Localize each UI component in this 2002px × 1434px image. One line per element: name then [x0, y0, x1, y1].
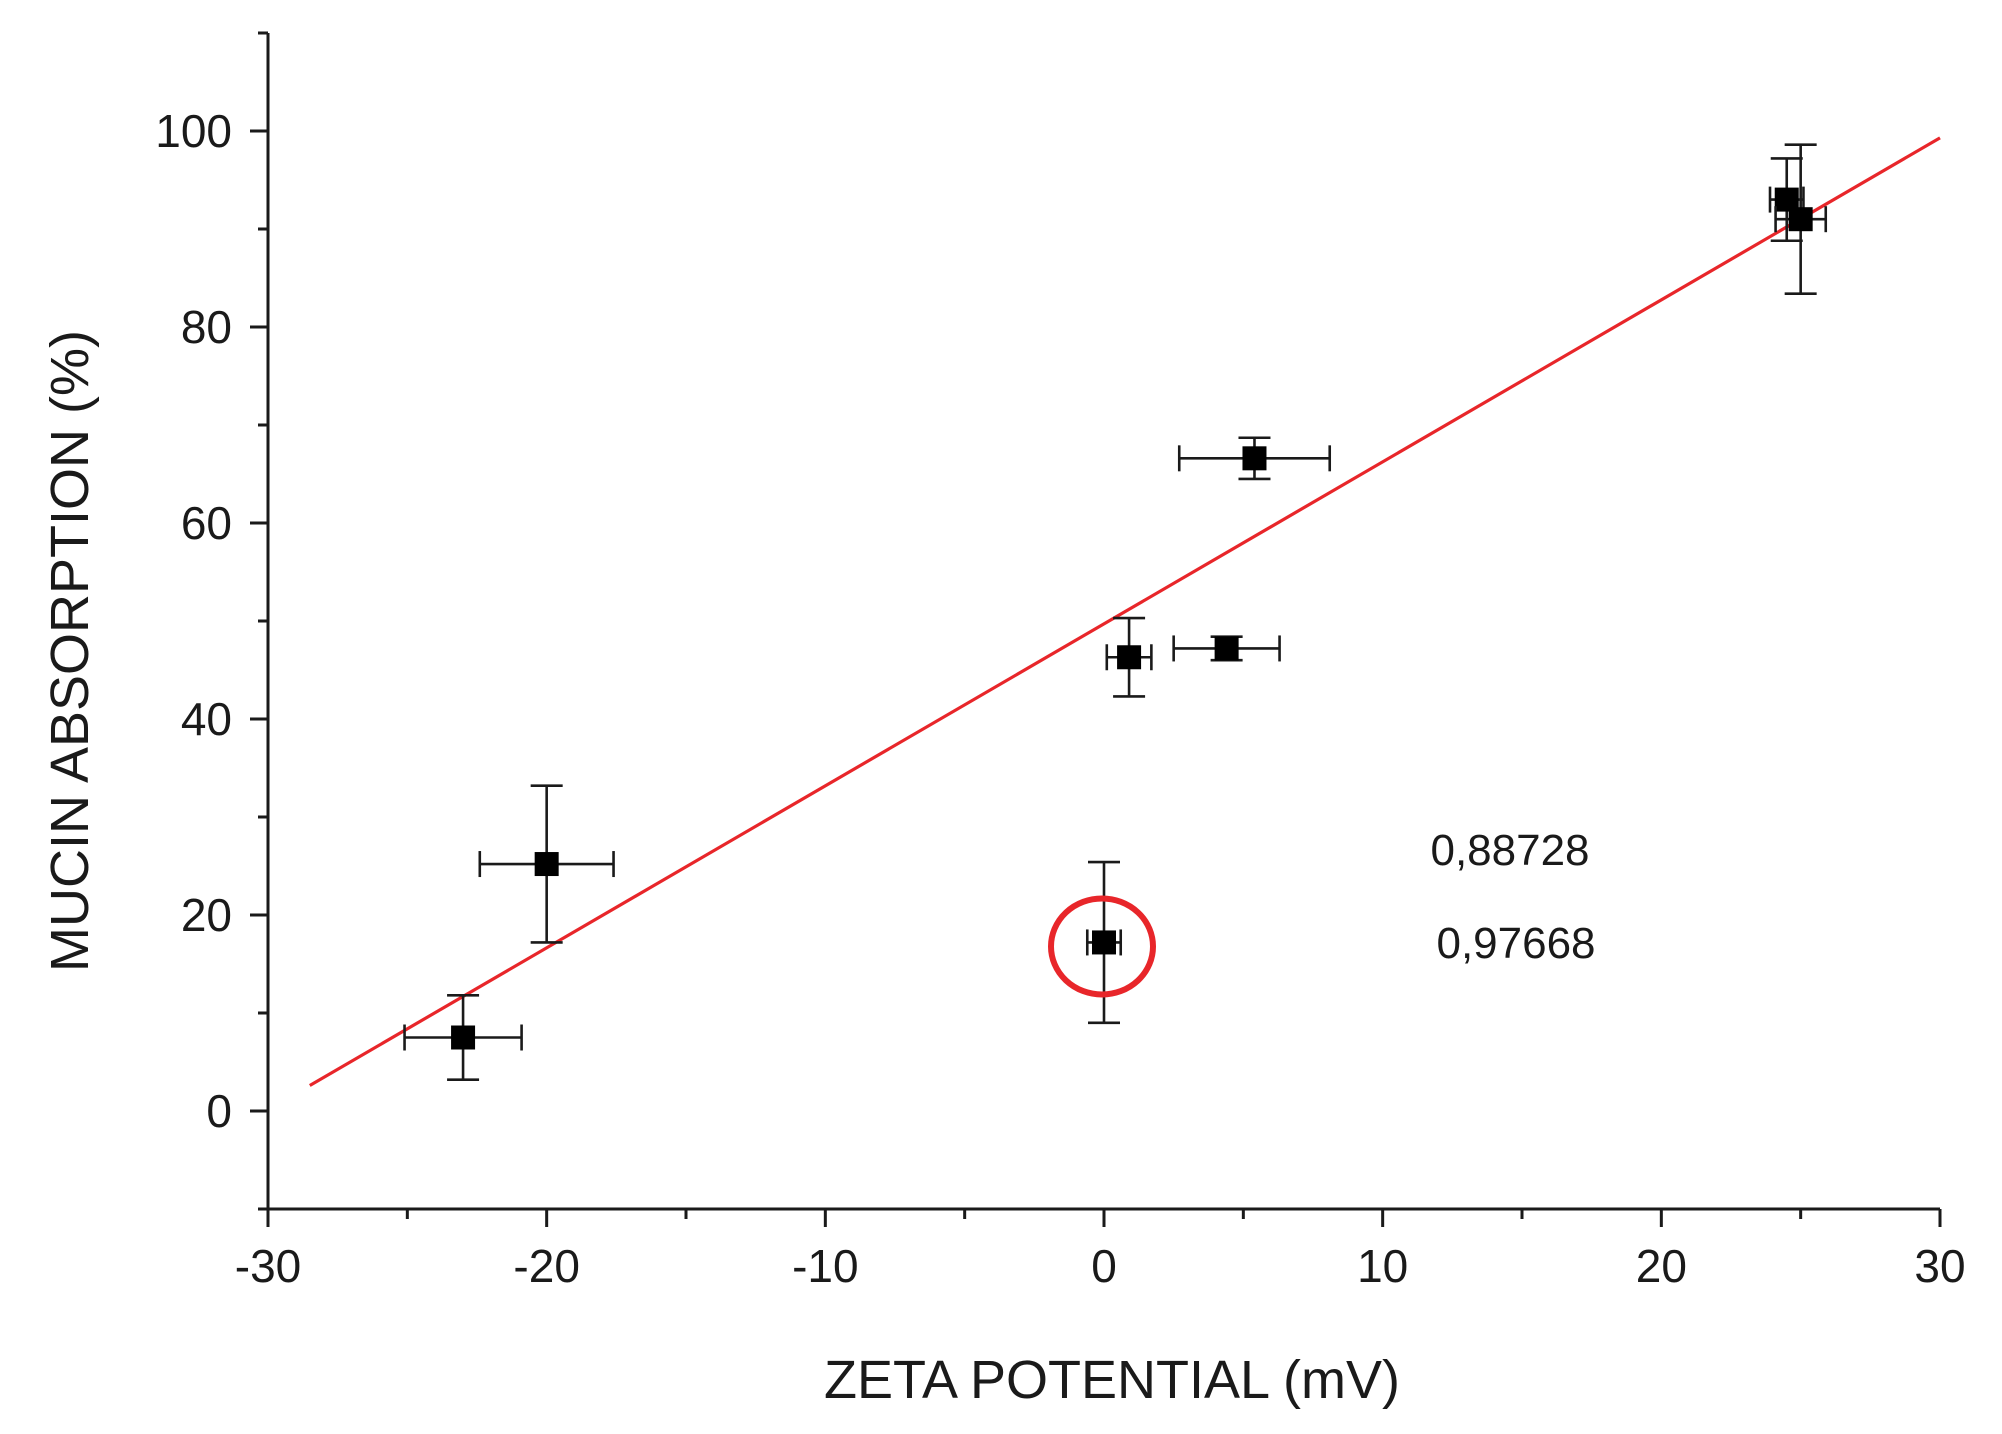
data-point-6 — [1242, 446, 1267, 471]
x-tick-label-20: 20 — [1636, 1240, 1687, 1292]
data-point-3 — [1092, 930, 1116, 955]
linear-fit-line — [308, 136, 1941, 1087]
data-point-5 — [1214, 636, 1239, 661]
x-tick-label-0: 0 — [1091, 1240, 1117, 1292]
highlight-circle — [1048, 895, 1156, 998]
data-point-1 — [451, 1025, 476, 1050]
y-tick-label-40: 40 — [181, 693, 232, 745]
annotation-r2-value: 0,97668 — [1436, 919, 1595, 968]
x-tick-label-neg20: -20 — [513, 1240, 579, 1292]
data-point-4 — [1117, 645, 1142, 670]
x-axis-title: ZETA POTENTIAL (mV) — [824, 1350, 1400, 1410]
data-point-group-1 — [403, 994, 523, 1081]
data-point-group-8 — [1774, 143, 1828, 295]
data-point-group-2 — [478, 784, 615, 944]
x-ticks — [266, 1209, 1942, 1227]
data-point-2 — [534, 852, 559, 877]
x-tick-label-30: 30 — [1914, 1240, 1965, 1292]
y-ticks — [250, 31, 268, 1211]
x-tick-label-neg30: -30 — [235, 1240, 301, 1292]
x-tick-label-10: 10 — [1357, 1240, 1408, 1292]
highlight-layer — [1048, 895, 1156, 998]
y-tick-label-100: 100 — [155, 105, 232, 157]
annotation-r-value: 0,88728 — [1430, 826, 1589, 875]
data-point-group-6 — [1177, 436, 1332, 481]
data-point-8 — [1788, 207, 1813, 232]
y-axis-title: MUCIN ABSORPTION (%) — [40, 330, 100, 972]
y-tick-label-20: 20 — [181, 889, 232, 941]
points-layer — [403, 143, 1828, 1081]
y-tick-label-80: 80 — [181, 301, 232, 353]
x-tick-labels: -30 -20 -10 0 10 20 30 — [235, 1240, 1966, 1292]
data-point-group-5 — [1172, 635, 1281, 662]
axes — [266, 33, 1940, 1211]
data-point-group-3 — [1085, 860, 1123, 1025]
x-tick-label-neg10: -10 — [792, 1240, 858, 1292]
y-tick-labels: 0 20 40 60 80 100 — [155, 105, 232, 1137]
fit-layer — [308, 136, 1941, 1087]
y-tick-label-0: 0 — [206, 1085, 232, 1137]
y-tick-label-60: 60 — [181, 497, 232, 549]
data-point-group-4 — [1105, 616, 1153, 698]
